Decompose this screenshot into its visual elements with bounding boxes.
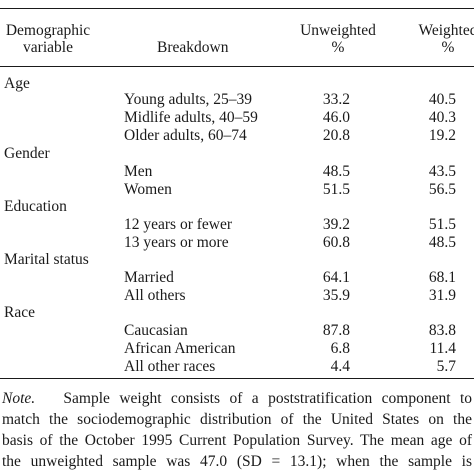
row-label: Men [124, 163, 153, 180]
row-weighted: 43.5 [428, 163, 456, 180]
group-label: Gender [4, 145, 50, 162]
group-label: Education [4, 198, 67, 215]
row-unweighted: 87.8 [322, 322, 350, 339]
row-label: Midlife adults, 40–59 [124, 109, 258, 126]
row-weighted: 40.5 [428, 91, 456, 108]
row-weighted: 56.5 [428, 181, 456, 198]
row-weighted: 40.3 [428, 109, 456, 126]
row-unweighted: 35.9 [322, 287, 350, 304]
row-unweighted: 48.5 [322, 163, 350, 180]
row-unweighted: 46.0 [322, 109, 350, 126]
header-unweighted-unit: % [331, 39, 345, 56]
row-label: African American [124, 340, 236, 357]
row-unweighted: 60.8 [322, 234, 350, 251]
note-line-1: Note. Sample weight consists of a postst… [2, 388, 472, 409]
table-bottom-rule [0, 378, 474, 379]
header-weighted-unit: % [441, 39, 455, 56]
table-header-rule [0, 66, 474, 67]
row-label: All others [124, 287, 186, 304]
group-label: Age [4, 75, 30, 92]
row-weighted: 11.4 [429, 340, 456, 357]
header-variable: variable [23, 39, 73, 56]
row-label: Older adults, 60–74 [124, 127, 247, 144]
note-text-1: Sample weight consists of a poststratifi… [63, 390, 472, 407]
row-unweighted: 64.1 [322, 269, 350, 286]
row-unweighted: 51.5 [322, 181, 350, 198]
group-label: Marital status [4, 251, 89, 268]
row-label: All other races [124, 358, 216, 375]
row-unweighted: 20.8 [322, 127, 350, 144]
note-line-2: match the sociodemographic distribution … [2, 411, 472, 428]
row-weighted: 5.7 [436, 358, 456, 375]
row-unweighted: 6.8 [330, 340, 350, 357]
header-demographic: Demographic [5, 22, 91, 39]
note-line-3: basis of the October 1995 Current Popula… [2, 432, 472, 449]
row-label: Married [124, 269, 174, 286]
row-unweighted: 39.2 [322, 216, 350, 233]
row-label: Women [124, 181, 172, 198]
row-unweighted: 4.4 [330, 358, 350, 375]
row-weighted: 48.5 [428, 234, 456, 251]
note-line-4: the unweighted sample was 47.0 (SD = 13.… [2, 453, 472, 470]
row-weighted: 51.5 [428, 216, 456, 233]
row-weighted: 19.2 [428, 127, 456, 144]
row-weighted: 31.9 [428, 287, 456, 304]
row-weighted: 83.8 [428, 322, 456, 339]
row-label: 13 years or more [124, 234, 229, 251]
header-weighted: Weighted [418, 22, 474, 39]
table-top-rule [0, 8, 474, 9]
row-weighted: 68.1 [428, 269, 456, 286]
table-note: Note. Sample weight consists of a postst… [2, 388, 472, 472]
row-label: Young adults, 25–39 [124, 91, 253, 108]
row-label: Caucasian [124, 322, 188, 339]
header-breakdown: Breakdown [157, 39, 229, 56]
group-label: Race [4, 304, 35, 321]
note-label: Note. [2, 390, 36, 407]
row-label: 12 years or fewer [124, 216, 233, 233]
header-unweighted: Unweighted [300, 22, 376, 39]
row-unweighted: 33.2 [322, 91, 350, 108]
